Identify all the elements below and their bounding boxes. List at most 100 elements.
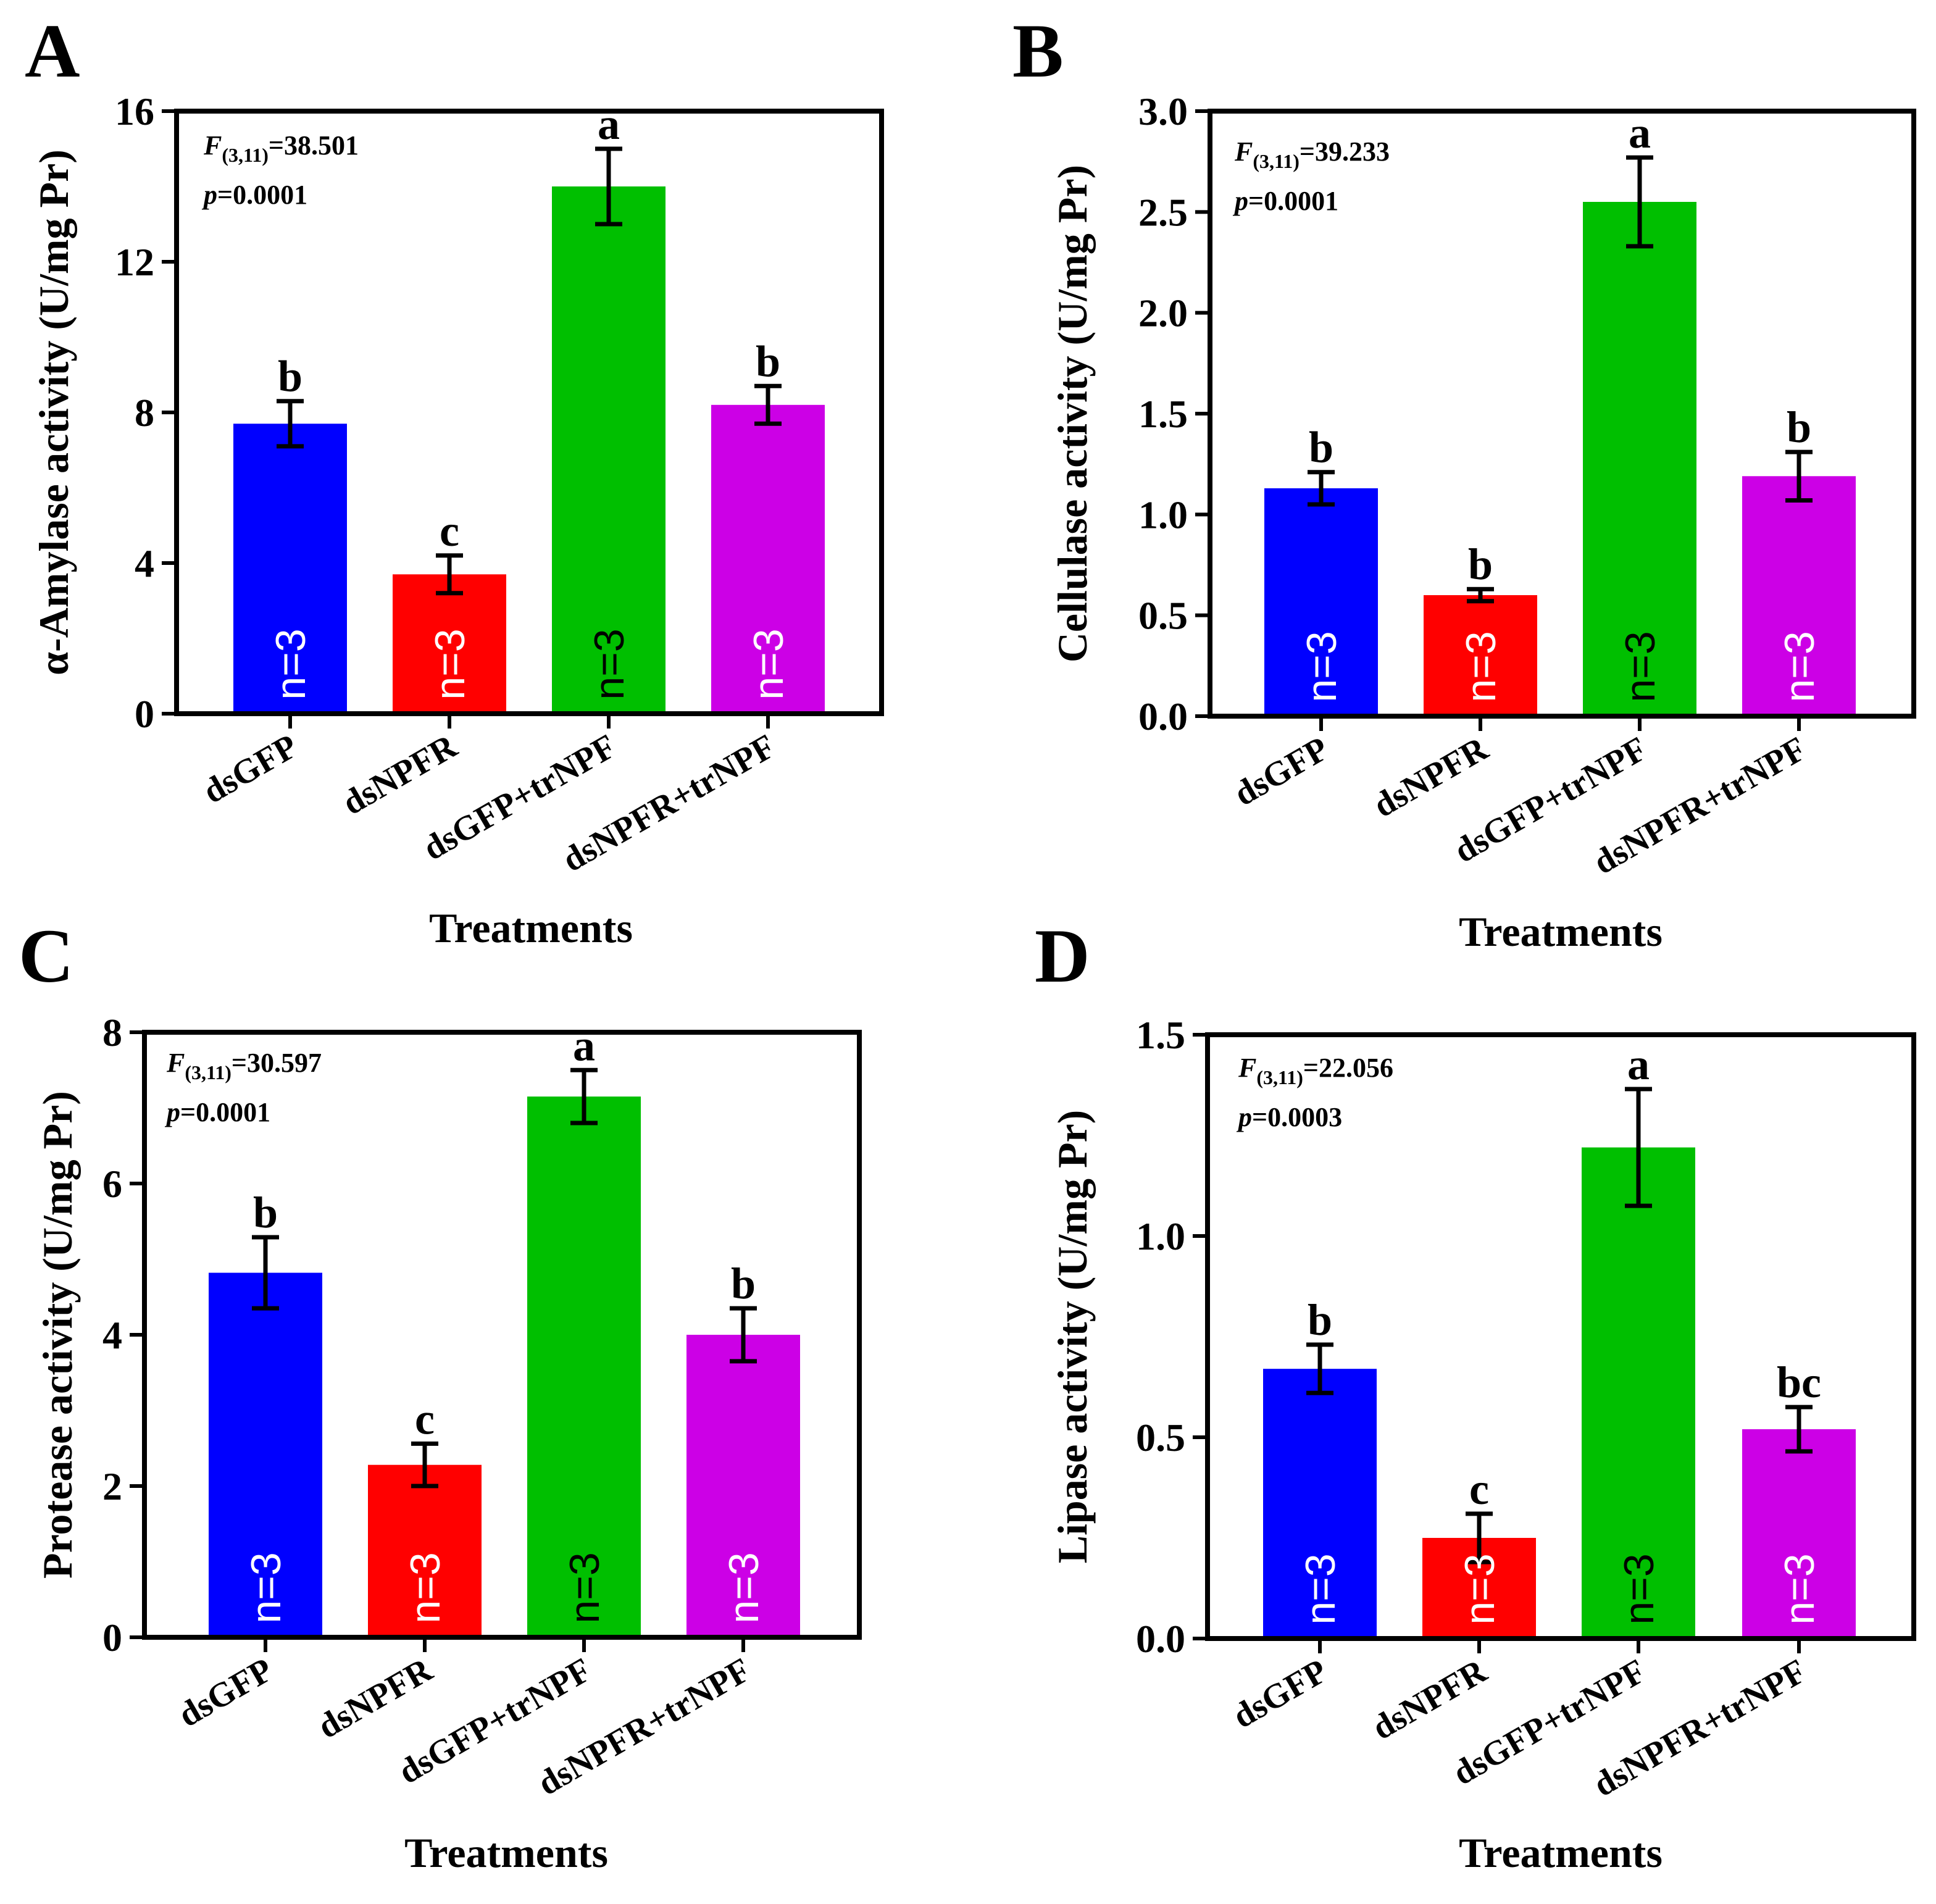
y-tick-label: 4 xyxy=(102,1313,122,1357)
p-value: p=0.0001 xyxy=(1232,186,1338,216)
y-tick-label: 0.0 xyxy=(1136,1617,1185,1661)
sample-size-label: n=3 xyxy=(243,1552,290,1623)
bar-dsGFP xyxy=(1263,1369,1377,1639)
x-tick-label: dsGFP xyxy=(197,727,304,811)
f-statistic: F(3,11)=38.501 xyxy=(203,130,359,166)
panel-c: Cbn=3dsGFPcn=3dsNPFRan=3dsGFP+trNPFbn=3d… xyxy=(19,914,862,1876)
bar-dsNPFR xyxy=(368,1464,482,1637)
sample-size-label: n=3 xyxy=(561,1552,608,1623)
error-bar xyxy=(1467,587,1494,604)
f-statistic: F(3,11)=30.597 xyxy=(166,1048,322,1084)
panel-a: Abn=3dsGFPcn=3dsNPFRan=3dsGFP+trNPFbn=3d… xyxy=(25,9,884,951)
x-tick-label: dsGFP xyxy=(172,1651,280,1735)
error-bar xyxy=(1785,449,1813,503)
error-bar xyxy=(436,553,463,596)
sample-size-label: n=3 xyxy=(1456,1553,1503,1624)
y-axis-label: Lipase activity (U/mg Pr) xyxy=(1049,1110,1096,1564)
x-tick-label: dsGFP xyxy=(1228,730,1335,814)
significance-letter: a xyxy=(573,1021,595,1070)
x-tick-label: dsGFP xyxy=(1227,1652,1334,1736)
sample-size-label: n=3 xyxy=(586,628,633,699)
error-bar xyxy=(730,1306,757,1364)
x-tick-label: dsNPFR xyxy=(336,727,464,822)
y-tick-label: 12 xyxy=(115,240,154,284)
x-axis-label: Treatments xyxy=(404,1829,608,1876)
y-tick-label: 0 xyxy=(102,1616,122,1660)
sample-size-label: n=3 xyxy=(1458,631,1504,702)
error-bar xyxy=(411,1441,438,1489)
significance-letter: b xyxy=(756,336,780,386)
sample-size-label: n=3 xyxy=(1298,631,1345,702)
y-tick-label: 8 xyxy=(135,391,154,435)
bar-dsNPFR xyxy=(1424,595,1537,716)
y-tick-label: 1.0 xyxy=(1138,493,1188,537)
y-axis-label: Cellulase activity (U/mg Pr) xyxy=(1049,165,1096,662)
bar-dsNPFR xyxy=(393,574,506,714)
significance-letter: a xyxy=(1627,1040,1650,1089)
x-axis-label: Treatments xyxy=(429,904,633,951)
y-tick-label: 2 xyxy=(102,1464,122,1508)
bar-dsNPFR+trNPF xyxy=(1742,1429,1856,1639)
significance-letter: c xyxy=(1469,1464,1489,1514)
error-bar xyxy=(1626,155,1653,249)
sample-size-label: n=3 xyxy=(1617,631,1664,702)
panel-letter: C xyxy=(19,914,74,998)
error-bar xyxy=(1785,1405,1813,1454)
bar-dsGFP xyxy=(233,424,347,714)
sample-size-label: n=3 xyxy=(1776,1553,1823,1624)
f-statistic: F(3,11)=22.056 xyxy=(1238,1053,1393,1088)
x-axis-label: Treatments xyxy=(1459,908,1663,955)
y-tick-label: 8 xyxy=(102,1011,122,1054)
y-tick-label: 16 xyxy=(115,90,154,133)
sample-size-label: n=3 xyxy=(427,628,474,699)
significance-letter: b xyxy=(278,352,302,401)
error-bar xyxy=(1625,1087,1652,1208)
sample-size-label: n=3 xyxy=(1297,1553,1344,1624)
significance-letter: c xyxy=(415,1394,435,1443)
error-bar xyxy=(277,399,304,449)
error-bar xyxy=(595,146,622,227)
sample-size-label: n=3 xyxy=(1616,1553,1663,1624)
panel-b: Bbn=3dsGFPbn=3dsNPFRan=3dsGFP+trNPFbn=3d… xyxy=(1012,9,1916,955)
bar-dsGFP+trNPF xyxy=(527,1096,641,1637)
panel-letter: B xyxy=(1012,9,1064,93)
panel-letter: D xyxy=(1035,914,1090,998)
y-axis-label: α-Amylase activity (U/mg Pr) xyxy=(30,149,77,675)
significance-letter: bc xyxy=(1777,1358,1821,1407)
sample-size-label: n=3 xyxy=(402,1552,449,1623)
y-tick-label: 6 xyxy=(102,1162,122,1206)
error-bar xyxy=(754,383,782,426)
significance-letter: b xyxy=(1468,540,1493,589)
panel-d: Dbn=3dsGFPcn=3dsNPFRan=3dsGFP+trNPFbcn=3… xyxy=(1035,914,1916,1876)
bar-dsGFP+trNPF xyxy=(1583,202,1696,716)
f-statistic: F(3,11)=39.233 xyxy=(1234,136,1390,172)
p-value: p=0.0001 xyxy=(201,180,307,210)
significance-letter: a xyxy=(598,99,620,149)
significance-letter: b xyxy=(253,1188,278,1237)
error-bar xyxy=(1306,1342,1333,1395)
significance-letter: b xyxy=(1787,403,1811,452)
bar-dsGFP xyxy=(209,1272,322,1637)
error-bar xyxy=(252,1235,279,1311)
plot-frame xyxy=(1205,1032,1916,1641)
x-tick-label: dsNPFR xyxy=(311,1650,439,1746)
bar-dsGFP xyxy=(1264,488,1378,716)
y-tick-label: 2.0 xyxy=(1138,291,1188,335)
significance-letter: a xyxy=(1629,108,1651,157)
sample-size-label: n=3 xyxy=(745,628,792,699)
error-bar xyxy=(570,1067,598,1125)
x-tick-label: dsNPFR xyxy=(1367,729,1495,825)
y-tick-label: 1.5 xyxy=(1138,392,1188,436)
y-tick-label: 0.0 xyxy=(1138,695,1188,738)
bar-dsGFP+trNPF xyxy=(552,186,666,714)
y-tick-label: 1.0 xyxy=(1136,1214,1185,1258)
bar-dsNPFR+trNPF xyxy=(686,1335,800,1637)
y-tick-label: 1.5 xyxy=(1136,1013,1185,1057)
y-tick-label: 4 xyxy=(135,541,154,585)
significance-letter: b xyxy=(1309,423,1333,472)
error-bar xyxy=(1466,1511,1493,1564)
error-bar xyxy=(1308,470,1335,507)
bar-dsNPFR+trNPF xyxy=(711,404,825,714)
significance-letter: b xyxy=(731,1259,756,1308)
